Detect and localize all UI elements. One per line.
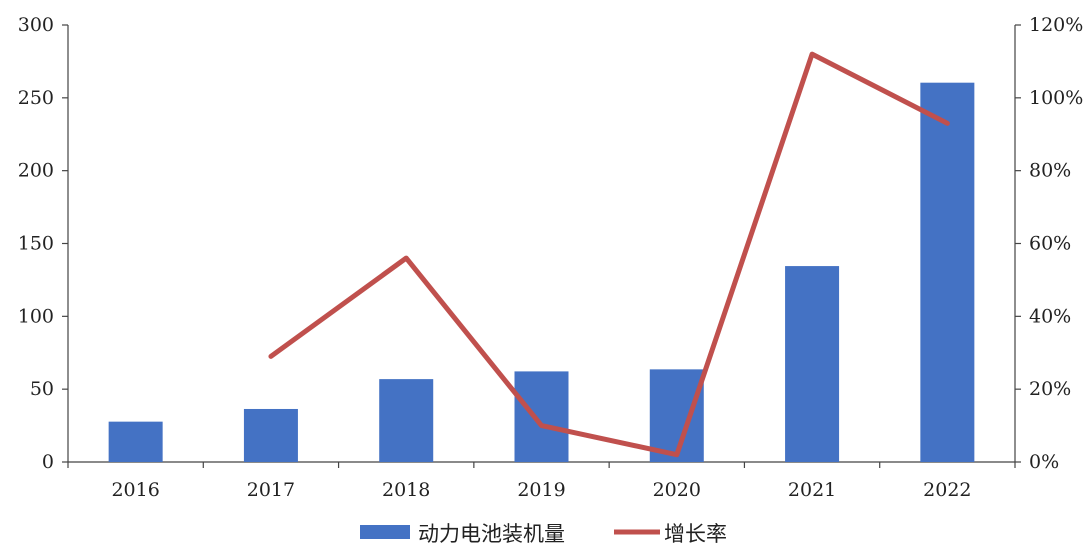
x-tick-label: 2020 — [653, 479, 701, 501]
y-right-tick-label: 100% — [1029, 87, 1083, 109]
x-tick-label: 2022 — [923, 479, 971, 501]
y-left-tick-label: 50 — [30, 378, 54, 400]
bar — [785, 266, 840, 462]
bar — [514, 371, 569, 462]
legend-label-line: 增长率 — [664, 522, 727, 545]
bars — [108, 82, 975, 463]
y-right-tick-label: 80% — [1029, 160, 1071, 182]
legend-swatch-bar — [360, 525, 410, 539]
y-left-tick-label: 0 — [42, 451, 54, 473]
y-left-tick-label: 100 — [18, 305, 54, 327]
x-tick-label: 2018 — [382, 479, 430, 501]
y-left-tick-label: 300 — [18, 14, 54, 36]
legend: 动力电池装机量 增长率 — [360, 522, 727, 545]
y-right-tick-label: 60% — [1029, 233, 1071, 255]
x-tick-label: 2017 — [247, 479, 295, 501]
y-right-tick-label: 0% — [1029, 451, 1059, 473]
bar — [379, 379, 434, 462]
y-right-tick-label: 120% — [1029, 14, 1083, 36]
y-right-tick-label: 20% — [1029, 378, 1071, 400]
y-right-tick-label: 40% — [1029, 305, 1071, 327]
y-left-tick-label: 150 — [18, 233, 54, 255]
growth-line-path — [268, 51, 950, 458]
y-left-tick-labels: 0 50 100 150 200 250 300 — [18, 14, 54, 473]
x-tick-label: 2021 — [788, 479, 836, 501]
bar — [243, 408, 298, 462]
bar — [108, 421, 163, 462]
legend-label-bar: 动力电池装机量 — [418, 522, 565, 545]
bar — [649, 369, 704, 462]
bar — [920, 82, 975, 463]
y-left-tick-label: 200 — [18, 160, 54, 182]
x-tick-labels: 2016 2017 2018 2019 2020 2021 2022 — [111, 479, 971, 501]
growth-line — [268, 51, 950, 458]
y-right-tick-labels: 0% 20% 40% 60% 80% 100% 120% — [1029, 14, 1083, 473]
x-tick-label: 2019 — [517, 479, 565, 501]
x-tick-label: 2016 — [111, 479, 159, 501]
y-left-tick-label: 250 — [18, 87, 54, 109]
